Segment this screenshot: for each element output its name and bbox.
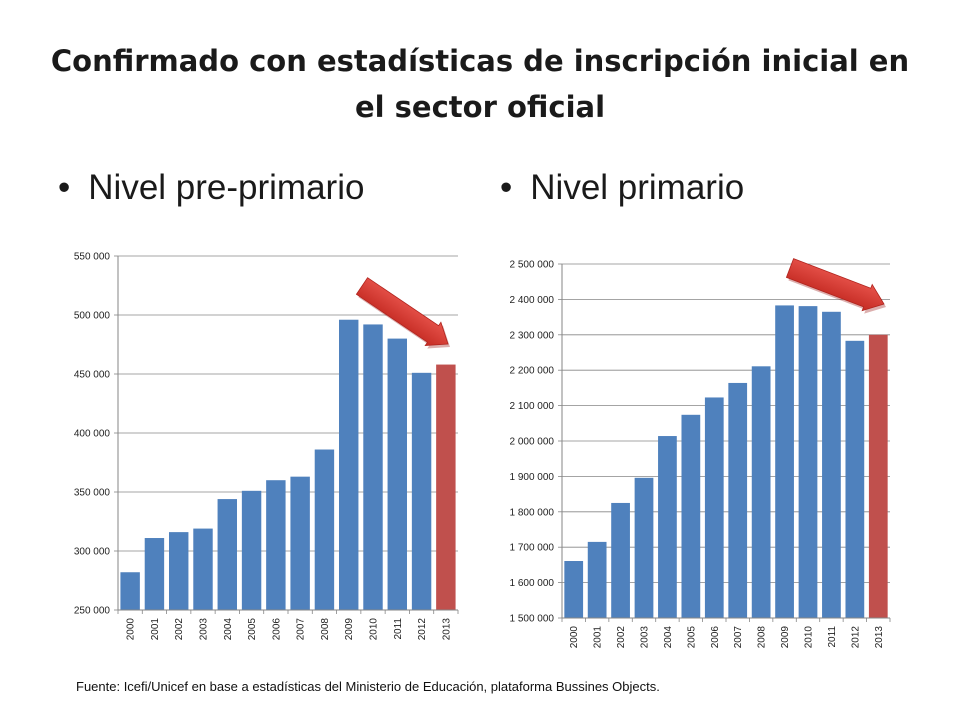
chart-primario: 1 500 000 1 600 000 1 700 000 1 800 000 1 90… [510,258,891,649]
x-tick-label: 2004 [223,618,234,641]
bar-2001 [144,538,165,610]
y-tick-label: 1 800 000 [510,507,555,518]
x-tick-label: 2003 [640,626,651,649]
x-tick-label: 2012 [850,626,861,649]
x-tick-label: 2007 [733,626,744,649]
chart-pre-primario: 250 000 300 000 350 000 400 000 450 000 500 0… [74,252,459,641]
y-tick-label: 2 500 000 [510,260,555,271]
bullet-label: Nivel pre-primario [88,168,365,207]
x-tick-label: 2001 [150,618,161,641]
x-tick-label: 2006 [710,626,721,649]
x-tick-label: 2002 [174,618,185,641]
x-tick-label: 2009 [344,618,355,641]
bar-2007 [290,476,310,610]
slide-title: Confirmado con estadísticas de inscripci… [50,44,910,124]
y-tick-label: 400 000 [74,429,111,440]
x-tick-label: 2007 [296,618,307,641]
bar-2001 [587,541,607,618]
x-tick-label: 2001 [593,626,604,649]
x-tick-label: 2006 [271,618,282,641]
y-tick-label: 2 100 000 [510,401,555,412]
y-tick-label: 450 000 [74,370,111,381]
y-tick-label: 1 700 000 [510,543,555,554]
y-tick-label: 2 400 000 [510,295,555,306]
x-tick-label: 2010 [369,618,380,641]
x-tick-label: 2011 [827,626,838,648]
bar-2000 [564,561,584,618]
y-tick-label: 1 600 000 [510,578,555,589]
down-arrow-icon [355,277,449,346]
bar-2005 [241,490,262,610]
bar-2013 [868,334,888,618]
bar-2009 [775,305,794,618]
x-tick-label: 2012 [417,618,428,641]
bar-2003 [634,477,654,618]
bar-2006 [266,480,286,610]
bullet-pre-primario: • Nivel pre-primario [58,168,364,208]
x-tick-label: 2013 [441,618,452,641]
bar-2013 [436,364,456,610]
x-tick-label: 2005 [247,618,258,641]
x-tick-label: 2000 [569,626,580,649]
y-tick-label: 2 000 000 [510,437,555,448]
bullet-icon: • [500,168,513,207]
bar-2010 [363,324,383,610]
x-tick-label: 2008 [757,626,768,649]
y-tick-label: 300 000 [74,547,111,558]
bar-2007 [728,382,748,618]
x-tick-label: 2004 [663,626,674,649]
y-tick-label: 1 500 000 [510,614,555,625]
x-tick-label: 2003 [199,618,210,641]
y-tick-label: 1 900 000 [510,472,555,483]
y-tick-label: 2 200 000 [510,366,555,377]
bar-2010 [798,306,818,618]
bar-2011 [822,311,841,618]
bar-2002 [611,502,630,618]
bullet-icon: • [58,168,71,207]
bar-2012 [845,340,865,618]
bar-2008 [314,449,335,610]
x-tick-label: 2011 [393,618,404,640]
bullet-label: Nivel primario [530,168,745,207]
bar-2000 [120,572,140,610]
x-tick-label: 2008 [320,618,331,641]
bar-2004 [217,499,237,610]
bar-2009 [339,319,359,610]
y-tick-label: 550 000 [74,252,111,263]
y-tick-label: 500 000 [74,311,111,322]
bar-2008 [751,366,771,618]
y-tick-label: 350 000 [74,488,111,499]
bullet-primario: • Nivel primario [500,168,744,208]
bar-2012 [411,372,432,610]
source-note: Fuente: Icefi/Unicef en base a estadísti… [76,679,660,694]
bar-2002 [169,532,189,610]
down-arrow-icon [785,258,885,312]
x-tick-label: 2005 [686,626,697,649]
bar-2011 [387,338,407,610]
x-tick-label: 2010 [804,626,815,649]
bar-2004 [658,436,677,618]
y-tick-label: 250 000 [74,606,111,617]
x-tick-label: 2013 [874,626,885,649]
x-tick-label: 2009 [780,626,791,649]
bar-2005 [681,414,701,618]
y-tick-label: 2 300 000 [510,330,555,341]
x-tick-label: 2000 [126,618,137,641]
bar-2006 [704,397,724,618]
bar-2003 [193,528,213,610]
x-tick-label: 2002 [616,626,627,649]
